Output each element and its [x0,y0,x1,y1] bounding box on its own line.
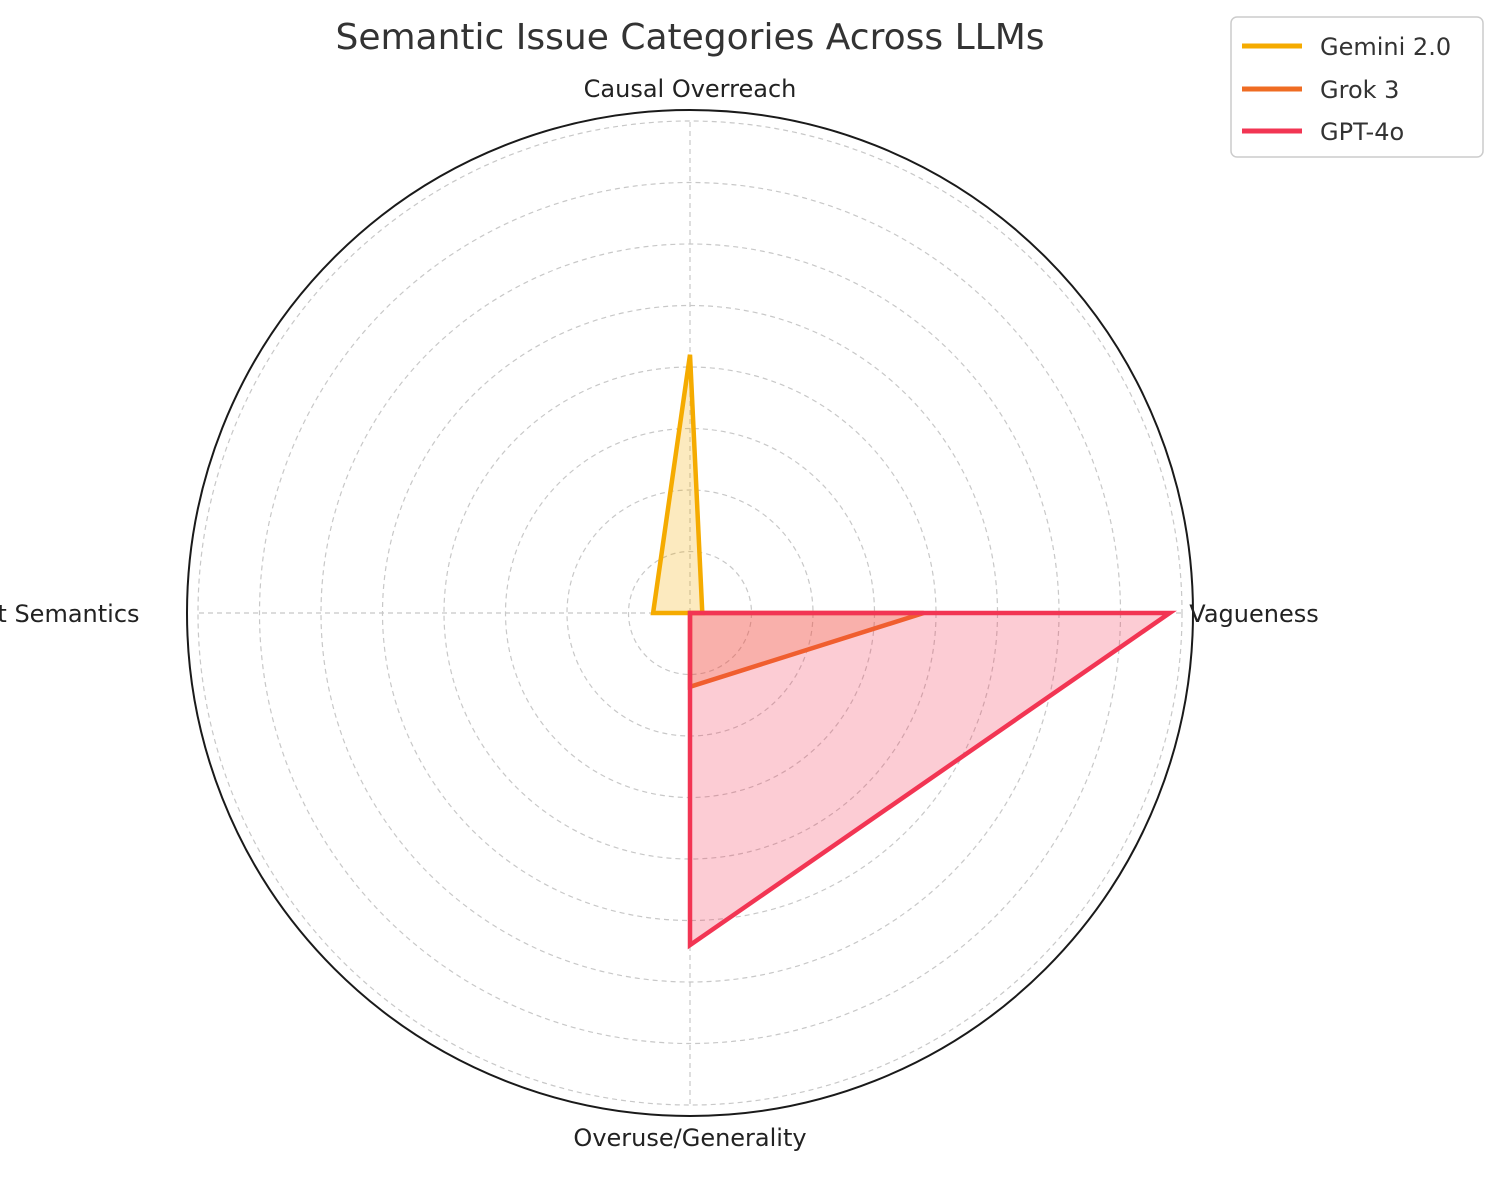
axis-label: Vagueness [1189,600,1318,628]
legend-label-gemini: Gemini 2.0 [1320,33,1451,61]
axis-label: Overuse/Generality [573,1124,806,1152]
series-layer [650,354,1177,950]
axis-label: Incorrect Semantics [0,600,140,628]
legend-label-grok: Grok 3 [1320,76,1399,104]
legend: Gemini 2.0 Grok 3 GPT-4o [1230,16,1484,158]
series-area-0 [653,354,703,613]
axis-label: Causal Overreach [584,75,797,103]
legend-box [1230,16,1484,158]
axis-labels: Causal Overreach Vagueness Overuse/General… [0,75,1319,1152]
polar-frame [186,109,1194,1117]
series-line-2 [687,610,1177,950]
chart-title: Semantic Issue Categories Across LLMs [335,17,1044,58]
legend-label-gpt4o: GPT-4o [1320,118,1404,146]
grid-ring [197,120,1183,1106]
